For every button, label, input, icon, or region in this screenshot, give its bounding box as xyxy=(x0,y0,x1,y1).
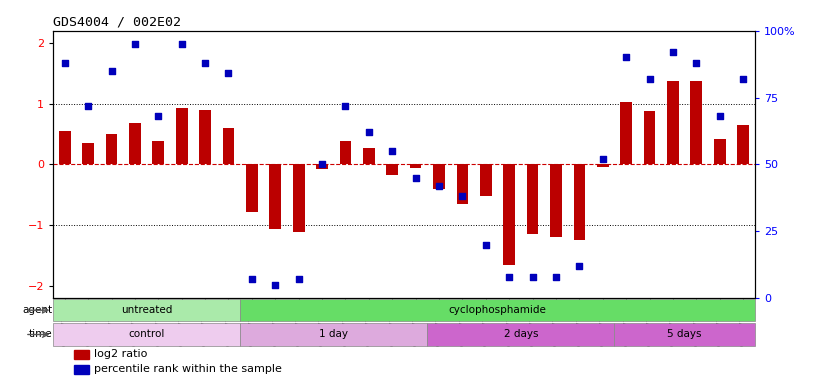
Bar xyxy=(667,81,679,164)
Text: log2 ratio: log2 ratio xyxy=(95,349,148,359)
Point xyxy=(737,76,750,82)
Bar xyxy=(269,164,282,229)
Text: control: control xyxy=(128,329,165,339)
Text: GDS4004 / 002E02: GDS4004 / 002E02 xyxy=(53,15,181,28)
Point xyxy=(596,156,610,162)
Text: agent: agent xyxy=(22,305,52,315)
Point xyxy=(503,273,516,280)
Bar xyxy=(246,164,258,212)
Point xyxy=(292,276,305,282)
Bar xyxy=(106,134,118,164)
Bar xyxy=(644,111,655,164)
Text: time: time xyxy=(29,329,52,339)
Point xyxy=(152,113,165,119)
Point xyxy=(432,183,446,189)
Bar xyxy=(53,323,240,346)
Bar xyxy=(153,141,164,164)
Point xyxy=(198,60,211,66)
Point xyxy=(222,70,235,76)
Bar xyxy=(74,350,89,359)
Bar xyxy=(457,164,468,204)
Bar xyxy=(74,365,89,374)
Point xyxy=(549,273,562,280)
Bar xyxy=(550,164,562,237)
Bar xyxy=(317,164,328,169)
Point xyxy=(105,68,118,74)
Bar xyxy=(574,164,585,240)
Point xyxy=(619,55,632,61)
Point xyxy=(456,194,469,200)
Bar xyxy=(293,164,304,232)
Point xyxy=(409,175,422,181)
Bar xyxy=(480,164,491,196)
Point xyxy=(713,113,726,119)
Point xyxy=(82,103,95,109)
Text: 5 days: 5 days xyxy=(667,329,702,339)
Bar xyxy=(223,128,234,164)
Point xyxy=(339,103,352,109)
Bar xyxy=(620,103,632,164)
Text: 2 days: 2 days xyxy=(503,329,538,339)
Bar xyxy=(428,323,614,346)
Bar xyxy=(339,141,352,164)
Bar xyxy=(59,131,71,164)
Bar xyxy=(199,110,211,164)
Text: percentile rank within the sample: percentile rank within the sample xyxy=(95,364,282,374)
Point xyxy=(268,281,282,288)
Bar xyxy=(614,323,755,346)
Bar xyxy=(240,323,428,346)
Bar xyxy=(503,164,515,265)
Bar xyxy=(527,164,539,234)
Point xyxy=(362,129,375,136)
Bar xyxy=(690,81,703,164)
Point xyxy=(643,76,656,82)
Point xyxy=(667,49,680,55)
Bar xyxy=(82,143,94,164)
Point xyxy=(246,276,259,282)
Point xyxy=(175,41,188,47)
Bar xyxy=(738,125,749,164)
Point xyxy=(690,60,703,66)
Point xyxy=(386,148,399,154)
Bar xyxy=(433,164,445,189)
Bar xyxy=(410,164,422,168)
Bar xyxy=(363,148,375,164)
Bar xyxy=(387,164,398,175)
Bar xyxy=(176,108,188,164)
Point xyxy=(316,161,329,167)
Bar xyxy=(597,164,609,167)
Point xyxy=(526,273,539,280)
Text: cyclophosphamide: cyclophosphamide xyxy=(449,305,547,315)
Bar xyxy=(714,139,725,164)
Point xyxy=(58,60,71,66)
Text: untreated: untreated xyxy=(121,305,172,315)
Bar xyxy=(240,299,755,321)
Bar xyxy=(129,123,141,164)
Text: 1 day: 1 day xyxy=(319,329,348,339)
Point xyxy=(573,263,586,269)
Point xyxy=(479,242,492,248)
Point xyxy=(128,41,141,47)
Bar xyxy=(53,299,240,321)
